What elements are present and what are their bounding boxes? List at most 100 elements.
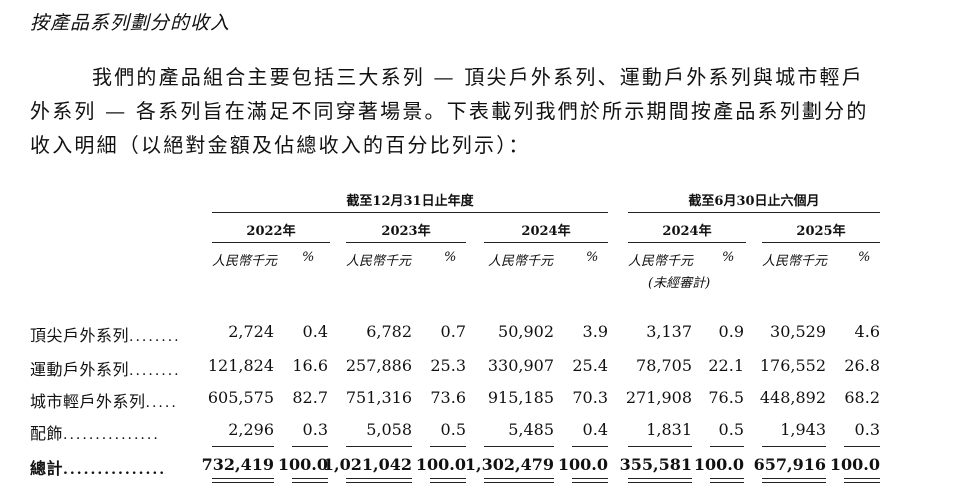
double-underline [430,478,466,479]
double-underline [212,482,274,483]
total-percent-cell: 100.0 [277,455,328,474]
total-percent-cell: 100.0 [693,455,744,474]
total-percent-cell: 100.0 [829,455,880,474]
subtotal-rule [710,446,744,447]
amount-cell: 1,943 [780,420,826,439]
row-label: 配飾............... [30,420,160,444]
leader-dots: ........ [129,329,181,345]
double-underline [484,482,554,483]
amount-cell: 751,316 [345,388,412,407]
subtotal-rule [212,446,274,447]
unit-pct-2024: % [586,250,599,265]
percent-cell: 25.3 [430,356,466,375]
percent-cell: 0.7 [440,322,466,341]
row-label-text: 城市輕戶外系列 [30,392,146,411]
amount-cell: 605,575 [207,388,274,407]
year-header-2024: 2024年 [521,224,571,239]
row-label-text: 運動戶外系列 [30,360,130,379]
year-rule-2024-interim [628,242,746,243]
leader-dots: ............... [63,462,167,478]
total-amount-cell: 657,916 [753,455,826,474]
year-header-2024-interim: 2024年 [662,224,712,239]
percent-cell: 0.4 [302,322,328,341]
paragraph-line-1: 我們的產品組合主要包括三大系列 — 頂尖戶外系列、運動戶外系列與城市輕戶 [92,65,864,89]
percent-cell: 76.5 [708,388,744,407]
percent-cell: 68.2 [844,388,880,407]
double-underline [484,478,554,479]
amount-cell: 50,902 [498,322,554,341]
total-amount-cell: 355,581 [619,455,692,474]
double-underline [710,478,744,479]
year-rule-2023 [346,242,466,243]
total-amount-cell: 1,302,479 [464,455,554,474]
amount-cell: 121,824 [207,356,274,375]
percent-cell: 0.9 [718,322,744,341]
group-header-annual: 截至12月31日止年度 [346,194,474,209]
year-rule-2022 [212,242,330,243]
amount-cell: 5,485 [508,420,554,439]
percent-cell: 70.3 [572,388,608,407]
year-header-2023: 2023年 [381,224,431,239]
percent-cell: 0.3 [854,420,880,439]
amount-cell: 915,185 [487,388,554,407]
unit-amount-2023: 人民幣千元 [346,254,412,269]
percent-cell: 0.3 [302,420,328,439]
double-underline [844,478,880,479]
group-rule-interim [628,212,880,213]
unit-amount-2025-interim: 人民幣千元 [762,254,828,269]
unit-pct-2022: % [302,250,315,265]
double-underline [710,482,744,483]
double-underline [572,482,608,483]
amount-cell: 1,831 [646,420,692,439]
amount-cell: 330,907 [487,356,554,375]
subtotal-rule [572,446,608,447]
percent-cell: 0.5 [440,420,466,439]
subtotal-rule [430,446,466,447]
subtotal-rule [844,446,880,447]
double-underline [628,482,692,483]
double-underline [430,482,466,483]
year-rule-2025-interim [762,242,880,243]
leader-dots: ............... [63,427,160,443]
amount-cell: 2,296 [228,420,274,439]
percent-cell: 3.9 [582,322,608,341]
section-heading: 按產品系列劃分的收入 [30,12,231,34]
total-percent-cell: 100.0 [557,455,608,474]
row-label-text: 配飾 [30,424,64,443]
amount-cell: 3,137 [646,322,692,341]
subtotal-rule [628,446,692,447]
double-underline [292,482,328,483]
amount-cell: 271,908 [625,388,692,407]
amount-cell: 257,886 [345,356,412,375]
leader-dots: ........ [129,363,181,379]
row-label: 運動戶外系列........ [30,356,181,380]
double-underline [346,478,412,479]
total-percent-cell: 100.0 [415,455,466,474]
unit-pct-2023: % [444,250,457,265]
double-underline [762,482,826,483]
subtotal-rule [484,446,554,447]
double-underline [572,478,608,479]
percent-cell: 25.4 [572,356,608,375]
amount-cell: 2,724 [228,322,274,341]
group-header-interim: 截至6月30日止六個月 [688,194,820,209]
unit-pct-2024-interim: % [722,250,735,265]
group-rule-annual [212,212,608,213]
total-amount-cell: 732,419 [201,455,274,474]
intro-paragraph: 我們的產品組合主要包括三大系列 — 頂尖戶外系列、運動戶外系列與城市輕戶 外系列… [30,60,930,162]
unit-amount-2024-interim: 人民幣千元 [628,254,694,269]
year-rule-2024 [484,242,608,243]
double-underline [762,478,826,479]
year-header-2022: 2022年 [246,224,296,239]
amount-cell: 6,782 [366,322,412,341]
unaudited-note: (未經審計) [648,276,711,291]
amount-cell: 5,058 [366,420,412,439]
amount-cell: 448,892 [759,388,826,407]
percent-cell: 73.6 [430,388,466,407]
unit-amount-2024: 人民幣千元 [488,254,554,269]
unit-pct-2025-interim: % [858,250,871,265]
double-underline [844,482,880,483]
row-label: 總計............... [30,455,166,479]
row-label: 城市輕戶外系列..... [30,388,178,412]
percent-cell: 0.4 [582,420,608,439]
